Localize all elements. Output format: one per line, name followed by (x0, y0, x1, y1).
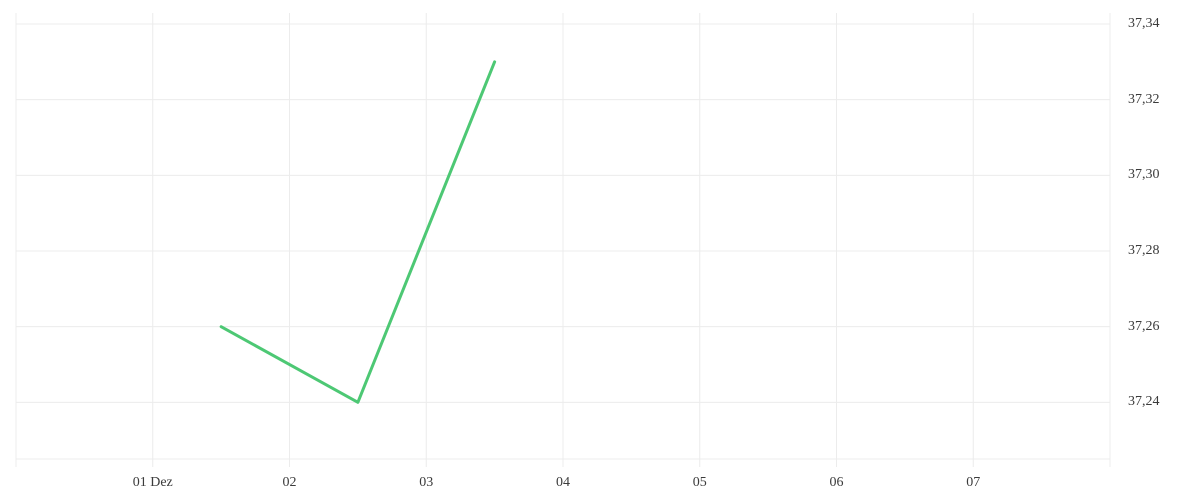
x-axis-tick-label: 04 (556, 475, 570, 490)
y-axis-tick-label: 37,24 (1128, 394, 1160, 410)
x-axis-tick-label: 03 (419, 475, 434, 490)
x-axis-tick-label: 06 (829, 475, 844, 490)
y-axis-tick-label: 37,32 (1128, 91, 1160, 107)
y-axis-tick-label: 37,26 (1128, 318, 1160, 334)
y-axis-tick-label: 37,28 (1128, 243, 1160, 258)
x-axis-tick-label: 01 Dez (132, 475, 173, 490)
y-axis-tick-label: 37,30 (1128, 167, 1160, 183)
x-axis-tick-label: 05 (692, 475, 707, 490)
x-axis-tick-label: 07 (966, 475, 981, 490)
x-axis-tick-label: 02 (282, 475, 297, 490)
y-axis-tick-label: 37,34 (1128, 16, 1160, 31)
price-line (219, 60, 497, 404)
